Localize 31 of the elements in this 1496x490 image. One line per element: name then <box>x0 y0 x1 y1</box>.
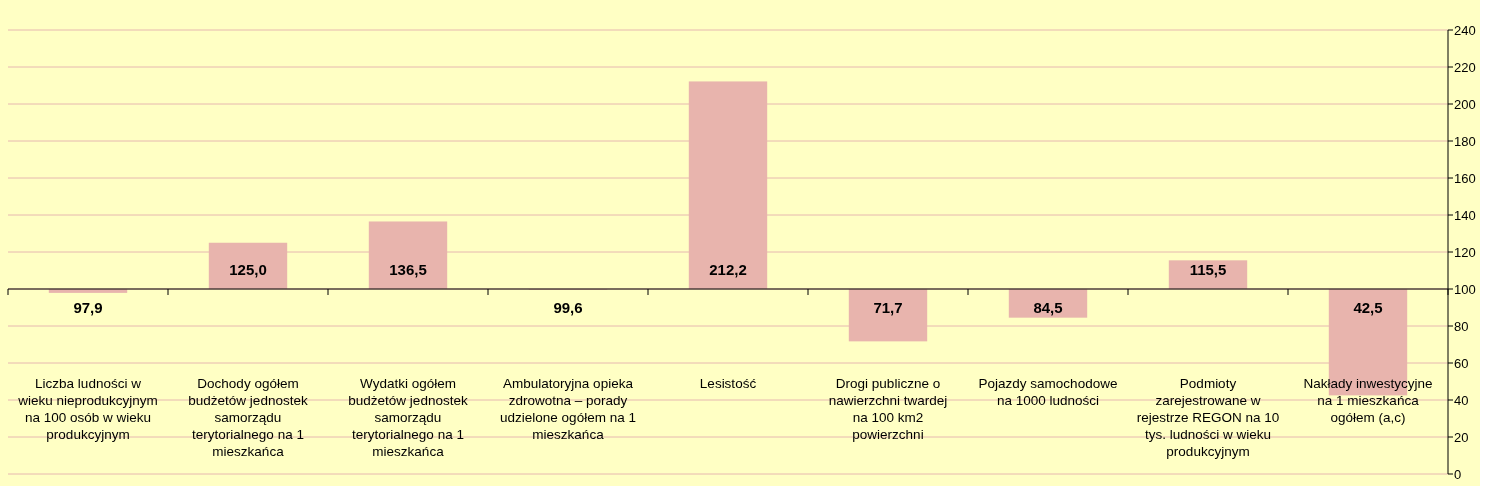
x-tick-label: Pojazdy samochodowe na 1000 ludności <box>978 376 1118 408</box>
y-tick-label: 180 <box>1454 133 1476 149</box>
x-tick-label: Dochody ogółem budżetów jednostek samorządu terytorialnego na 1 mieszkańca <box>188 376 308 459</box>
x-tick-label: Liczba ludności w wieku nieprodukcyjnym na 100 osób w wieku produkcyjnym <box>17 376 158 442</box>
y-tick-label: 80 <box>1454 318 1469 334</box>
x-tick-label: Ambulatoryjna opieka zdrowotna – porady udzielone ogółem na 1 mieszkańca <box>500 376 636 442</box>
x-tick-label: Wydatki ogółem budżetów jednostek samorządu terytorialnego na 1 mieszkańca <box>348 376 468 459</box>
data-label: 42,5 <box>1353 299 1383 316</box>
y-tick-label: 100 <box>1454 281 1476 297</box>
x-tick-label: Lesistość <box>699 376 757 391</box>
y-tick-label: 140 <box>1454 207 1476 223</box>
y-tick-label: 240 <box>1454 22 1476 38</box>
y-tick-label: 0 <box>1454 466 1462 482</box>
y-tick-label: 40 <box>1454 392 1469 408</box>
data-label: 84,5 <box>1033 299 1063 316</box>
y-tick-label: 60 <box>1454 355 1469 371</box>
data-label: 212,2 <box>709 261 747 278</box>
data-label: 99,6 <box>553 299 583 316</box>
y-tick-label: 160 <box>1454 170 1476 186</box>
x-tick-label: Nakłady inwestycyjne na 1 mieszkańca ogółem (a,c) <box>1303 376 1433 425</box>
y-tick-label: 200 <box>1454 96 1476 112</box>
x-tick-label: Drogi publiczne o nawierzchni twardej na 100 km2 powierzchni <box>828 376 948 442</box>
y-tick-label: 220 <box>1454 59 1476 75</box>
data-label: 115,5 <box>1189 261 1227 278</box>
x-tick-label: Podmioty zarejestrowane w rejestrze REGON na 10 tys. ludności w wieku produkcyjnym <box>1136 376 1280 459</box>
data-label: 97,9 <box>73 299 103 316</box>
data-label: 125,0 <box>229 261 267 278</box>
data-label: 136,5 <box>389 261 427 278</box>
y-tick-label: 20 <box>1454 429 1469 445</box>
data-label: 71,7 <box>873 299 903 316</box>
y-tick-label: 120 <box>1454 244 1476 260</box>
